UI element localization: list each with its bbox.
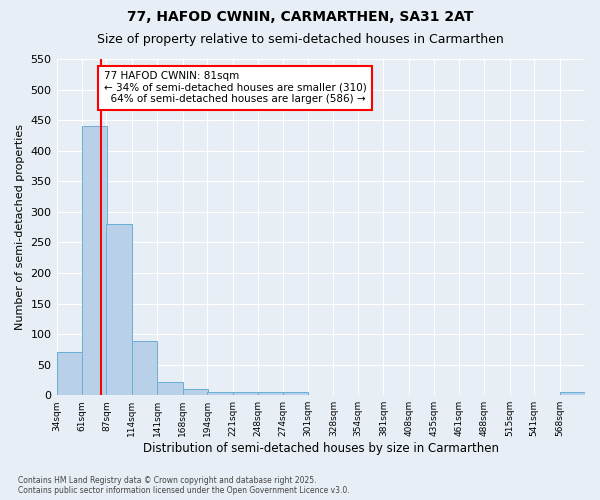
Bar bbox=[82, 126, 107, 395]
Bar bbox=[183, 389, 208, 395]
Bar bbox=[233, 392, 258, 395]
Y-axis label: Number of semi-detached properties: Number of semi-detached properties bbox=[15, 124, 25, 330]
Text: 77 HAFOD CWNIN: 81sqm
← 34% of semi-detached houses are smaller (310)
  64% of s: 77 HAFOD CWNIN: 81sqm ← 34% of semi-deta… bbox=[104, 71, 367, 104]
X-axis label: Distribution of semi-detached houses by size in Carmarthen: Distribution of semi-detached houses by … bbox=[143, 442, 499, 455]
Bar bbox=[258, 392, 284, 395]
Bar bbox=[560, 392, 585, 395]
Bar bbox=[207, 392, 233, 395]
Text: 77, HAFOD CWNIN, CARMARTHEN, SA31 2AT: 77, HAFOD CWNIN, CARMARTHEN, SA31 2AT bbox=[127, 10, 473, 24]
Bar bbox=[157, 382, 183, 395]
Bar bbox=[56, 352, 82, 395]
Text: Contains HM Land Registry data © Crown copyright and database right 2025.
Contai: Contains HM Land Registry data © Crown c… bbox=[18, 476, 350, 495]
Bar bbox=[132, 342, 157, 395]
Text: Size of property relative to semi-detached houses in Carmarthen: Size of property relative to semi-detach… bbox=[97, 32, 503, 46]
Bar bbox=[106, 224, 132, 395]
Bar bbox=[283, 392, 308, 395]
